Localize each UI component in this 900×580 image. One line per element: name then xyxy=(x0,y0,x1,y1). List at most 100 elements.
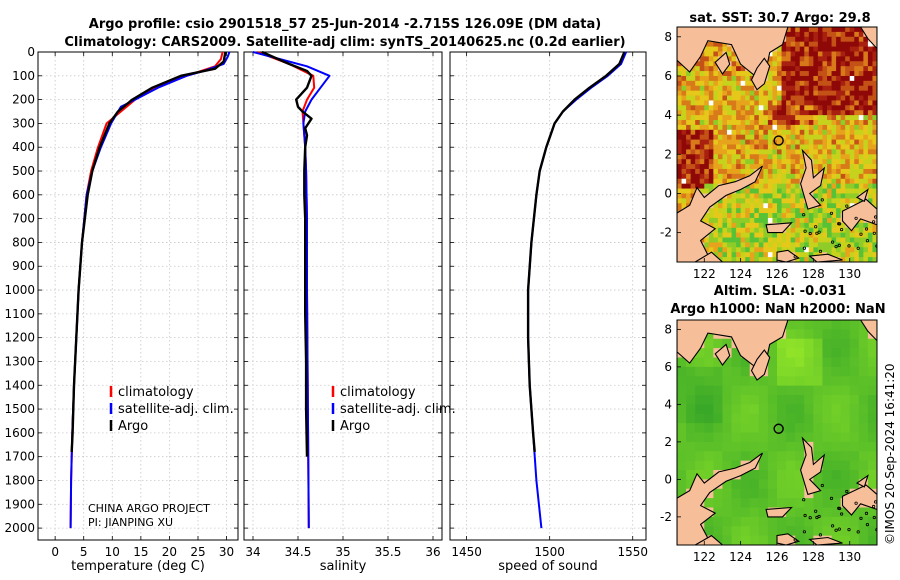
map-cell xyxy=(708,46,714,53)
map-cell xyxy=(754,183,760,190)
map-cell xyxy=(686,385,696,396)
map-cell xyxy=(758,144,764,150)
map-cell xyxy=(831,173,837,180)
depth-tick-label: 1000 xyxy=(4,283,35,297)
map-cell xyxy=(736,80,742,87)
map-cell xyxy=(845,227,851,234)
map-cell xyxy=(827,168,833,175)
map-cell xyxy=(845,129,851,136)
map-cell xyxy=(731,120,737,126)
map-cell xyxy=(767,366,778,377)
map-cell xyxy=(767,247,774,253)
map-cell xyxy=(681,115,687,121)
map-cell xyxy=(781,237,787,244)
map-cell xyxy=(731,237,737,244)
map-cell xyxy=(836,217,842,224)
map-cell xyxy=(722,516,733,527)
map-cell xyxy=(867,198,874,204)
map-cell xyxy=(795,357,805,368)
map-cell xyxy=(713,41,719,48)
island xyxy=(793,538,797,542)
map-cell xyxy=(808,90,814,97)
map-cell xyxy=(772,120,778,126)
map-cell xyxy=(836,90,842,97)
map-cell xyxy=(867,100,874,106)
map-cell xyxy=(863,134,869,141)
map-cell xyxy=(790,115,796,121)
map-cell xyxy=(845,41,851,48)
map-x-tick-label: 130 xyxy=(838,267,861,281)
map-cell xyxy=(817,159,824,165)
map-cell xyxy=(763,100,769,106)
map-cell xyxy=(690,168,696,175)
map-cell xyxy=(822,217,828,224)
map-cell xyxy=(872,85,877,92)
map-cell xyxy=(763,252,769,258)
map-cell xyxy=(786,329,796,340)
map-cell xyxy=(831,188,837,195)
map-cell xyxy=(831,159,837,165)
map-cell xyxy=(677,423,687,434)
map-cell xyxy=(799,247,805,253)
map-cell xyxy=(854,46,860,53)
map-cell xyxy=(831,110,837,116)
map-cell xyxy=(867,366,877,377)
map-cell xyxy=(822,526,833,537)
map-cell xyxy=(722,134,728,141)
map-cell xyxy=(686,100,692,106)
map-cell xyxy=(713,498,724,509)
map-cell xyxy=(758,90,764,97)
map-cell xyxy=(727,232,733,239)
map-cell xyxy=(695,441,705,452)
map-cell xyxy=(808,134,814,141)
map-cell xyxy=(704,110,710,116)
island xyxy=(834,528,838,532)
map-cell xyxy=(767,348,778,359)
map-cell xyxy=(831,479,842,490)
map-cell xyxy=(777,193,783,199)
series-line-argo xyxy=(261,50,313,457)
x-axis-label: speed of sound xyxy=(498,559,598,574)
map-cell xyxy=(708,71,714,77)
x-tick-label: 15 xyxy=(133,545,148,559)
map-cell xyxy=(690,85,696,92)
map-cell xyxy=(804,498,814,509)
map-cell xyxy=(790,120,796,126)
map-cell xyxy=(777,80,783,87)
map-cell xyxy=(699,168,705,175)
map-cell xyxy=(840,232,846,239)
map-cell xyxy=(863,154,869,160)
map-cell xyxy=(677,385,687,396)
x-tick-label: 36 xyxy=(425,545,440,559)
map-cell xyxy=(727,51,733,57)
map-y-tick-label: -2 xyxy=(660,226,672,240)
map-cell xyxy=(822,247,828,253)
map-cell xyxy=(872,247,877,253)
map-cell xyxy=(767,213,774,219)
map-cell xyxy=(722,100,728,106)
map-cell xyxy=(813,120,819,126)
map-cell xyxy=(822,329,833,340)
map-cell xyxy=(754,144,760,150)
map-cell xyxy=(713,183,719,190)
map-cell xyxy=(677,178,683,185)
map-cell xyxy=(777,139,783,146)
island xyxy=(802,498,806,502)
map-cell xyxy=(804,222,810,229)
map-cell xyxy=(767,51,774,57)
map-cell xyxy=(786,164,792,170)
map-cell xyxy=(736,71,742,77)
map-cell xyxy=(758,213,764,219)
map-cell xyxy=(872,232,877,239)
map-cell xyxy=(754,208,760,214)
map-cell xyxy=(677,488,687,499)
map-cell xyxy=(727,213,733,219)
map-cell xyxy=(858,31,864,38)
map-cell xyxy=(777,338,787,349)
map-cell xyxy=(758,110,764,116)
map-cell xyxy=(831,80,837,87)
map-cell xyxy=(831,61,837,67)
map-cell xyxy=(836,27,842,33)
map-cell xyxy=(840,183,846,190)
map-cell xyxy=(740,535,751,545)
